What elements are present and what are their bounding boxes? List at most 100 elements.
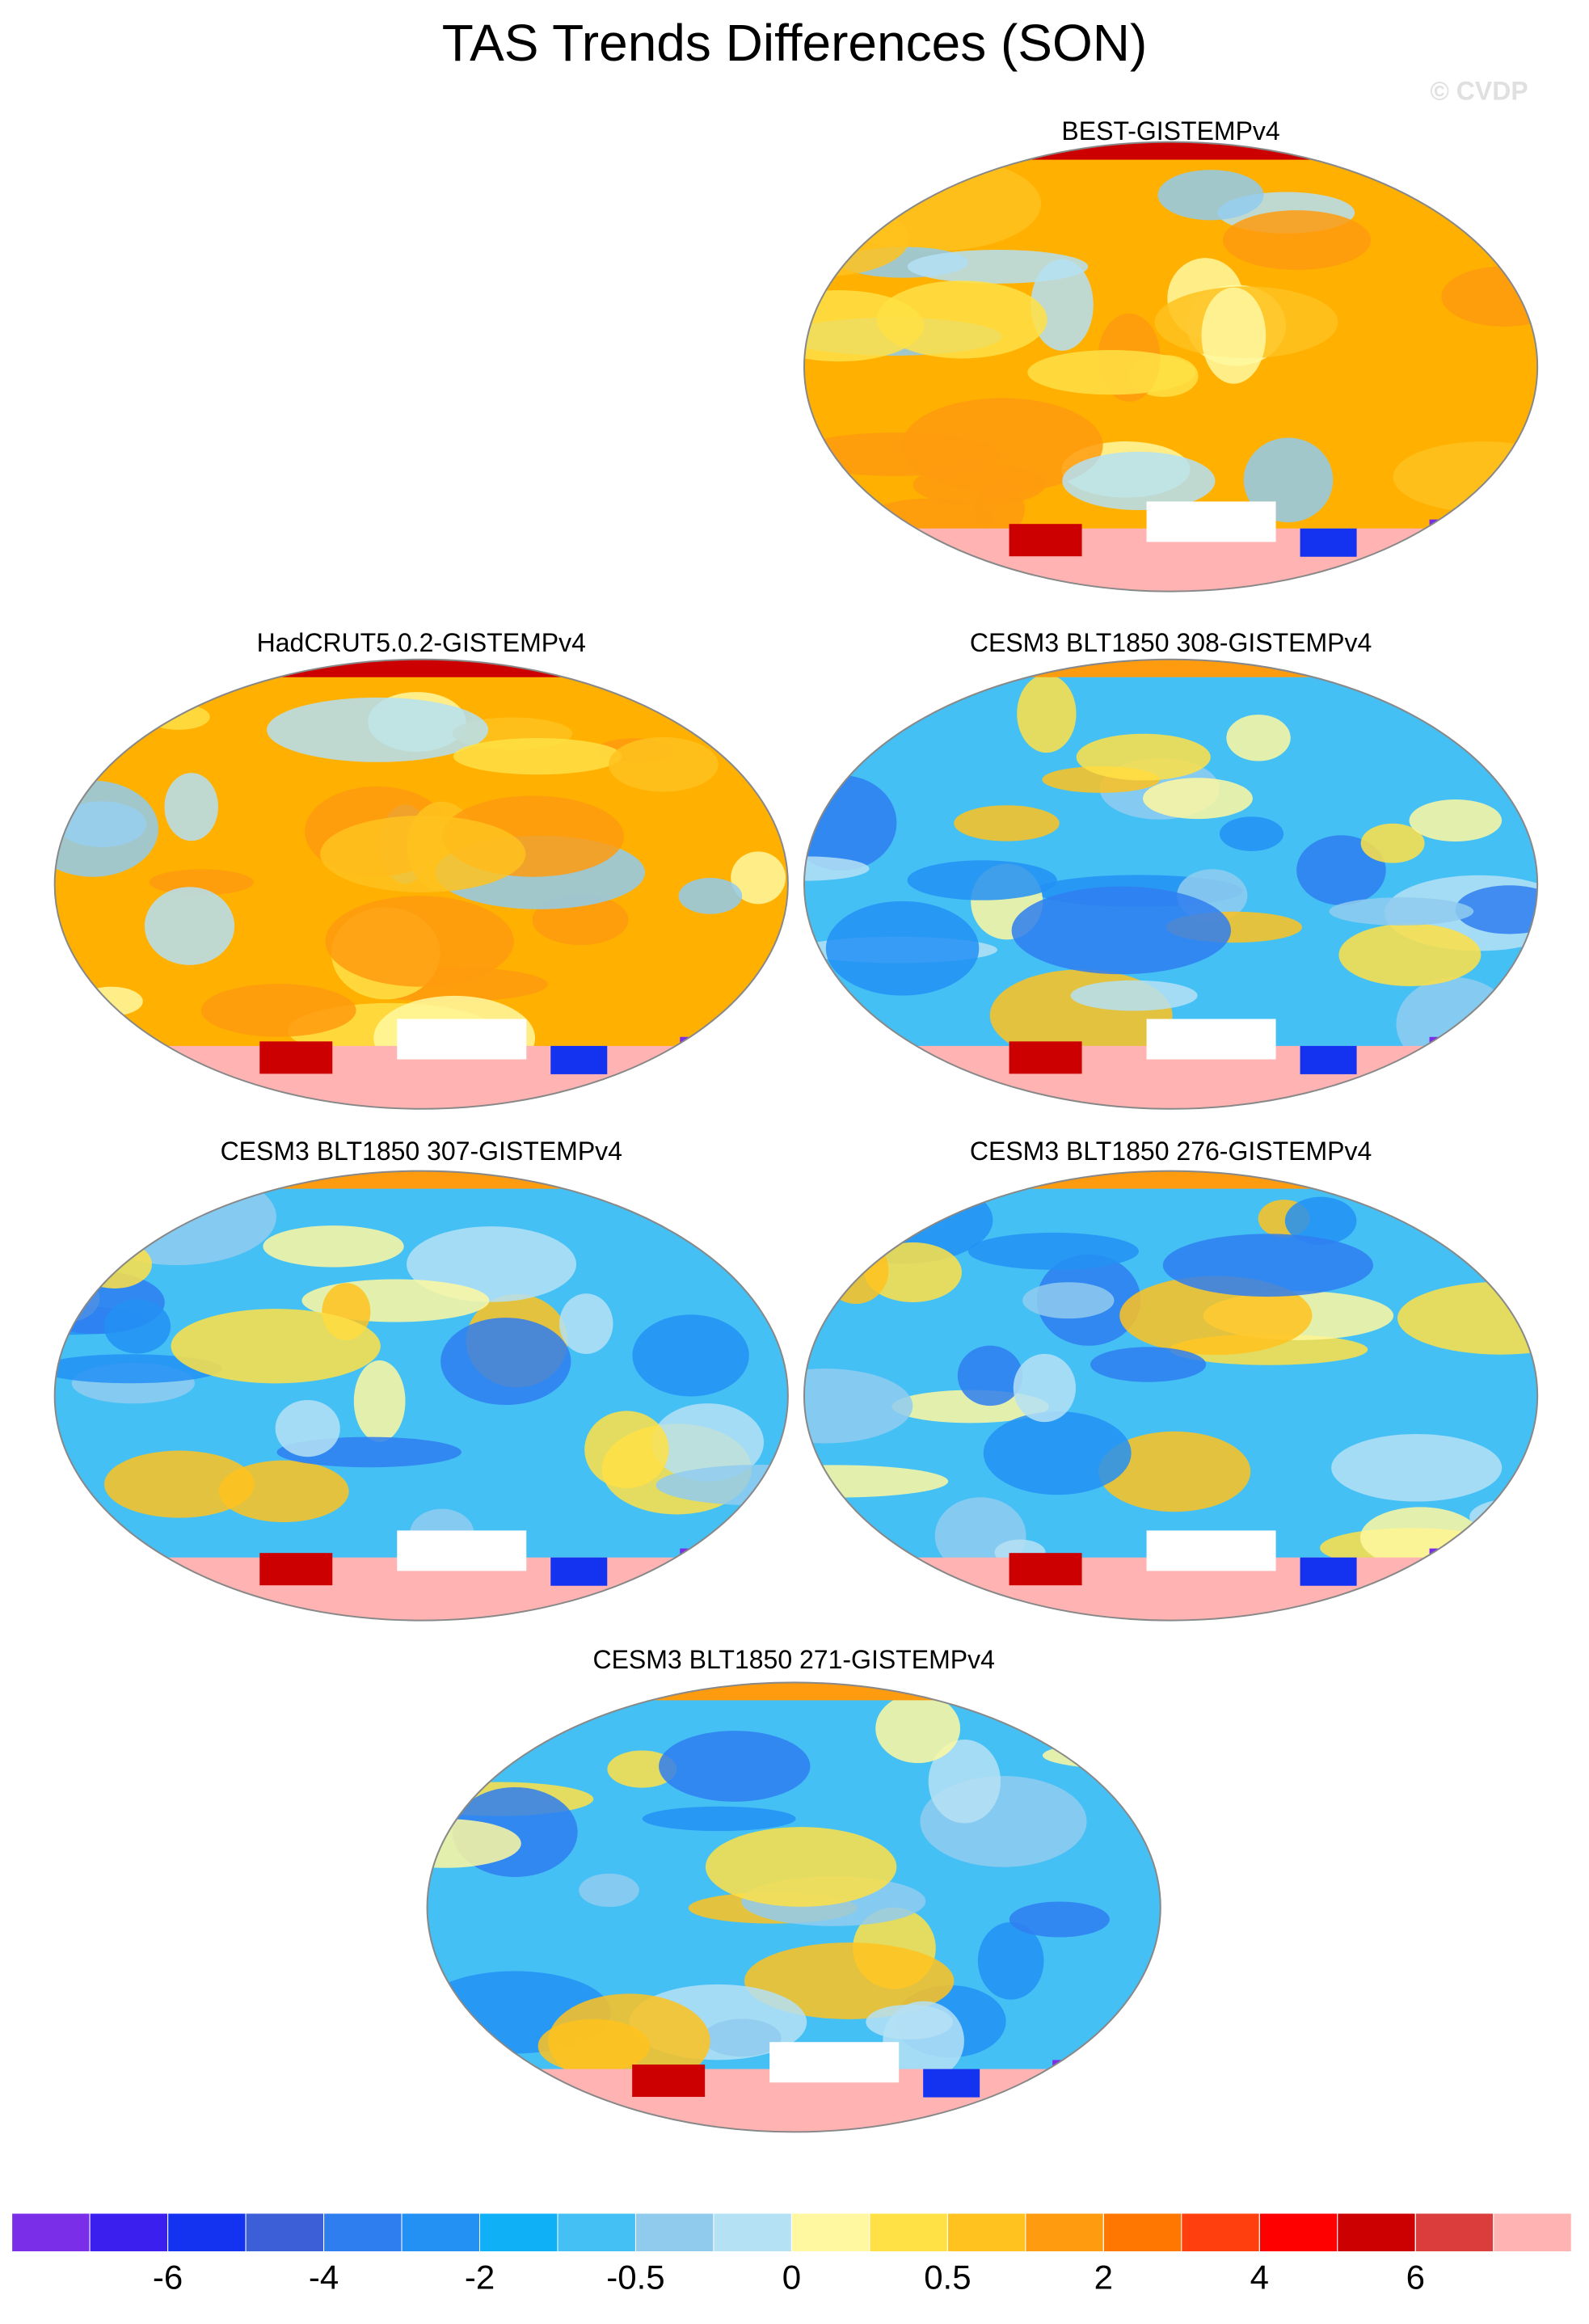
map-blob (607, 1750, 677, 1788)
map-blob (977, 1921, 1044, 2000)
map-blob (651, 1403, 765, 1482)
map-blob (803, 1369, 913, 1444)
map-blob (1009, 1901, 1110, 1938)
map-blob (907, 249, 1089, 284)
antarctic-patch (1300, 1557, 1357, 1586)
map-blob (883, 2001, 964, 2081)
map-blob (1011, 886, 1232, 975)
map-blob (1441, 266, 1538, 327)
colorbar-box (1337, 2212, 1416, 2253)
missing-data (1146, 501, 1276, 542)
colorbar-box (946, 2212, 1026, 2253)
antarctic-patch (680, 1036, 721, 1061)
map-blob (79, 986, 143, 1016)
map-blob (144, 887, 235, 965)
colorbar-box (401, 2212, 481, 2253)
arctic-band (803, 141, 1538, 160)
map-blob (1393, 441, 1538, 512)
antarctic-patch (680, 1548, 721, 1573)
map-blob (1360, 823, 1425, 863)
map-outline (426, 1681, 1161, 2133)
map-blob (1062, 451, 1216, 511)
map-blob (559, 1293, 613, 1354)
colorbar-box (1181, 2212, 1260, 2253)
map-blob (803, 775, 897, 871)
map-blob (171, 1309, 381, 1384)
map-blob (200, 984, 356, 1037)
panel-title: CESM3 BLT1850 307-GISTEMPv4 (221, 1137, 622, 1166)
map-blob (705, 1827, 897, 1907)
missing-data (397, 1019, 527, 1060)
map-outline (53, 1170, 789, 1622)
panel-title: HadCRUT5.0.2-GISTEMPv4 (257, 628, 586, 657)
map-blob (1201, 287, 1267, 384)
watermark: © CVDP (1430, 76, 1528, 105)
colorbar-box (713, 2212, 792, 2253)
colorbar-box (557, 2212, 636, 2253)
colorbar-box (89, 2212, 169, 2253)
map-blob (427, 1819, 521, 1868)
colorbar-box (1102, 2212, 1182, 2253)
map-blob (875, 1693, 961, 1764)
arctic-band (54, 659, 788, 677)
map-blob (731, 851, 786, 905)
map-blob (608, 736, 719, 792)
panel-title: BEST-GISTEMPv4 (1061, 116, 1279, 146)
map-blob (803, 1465, 949, 1498)
map (427, 1682, 1161, 2132)
antarctic-patch (1300, 1045, 1357, 1074)
antarctic-patch (259, 1553, 333, 1586)
colorbar-box (1414, 2212, 1494, 2253)
map-blob (579, 1873, 639, 1908)
missing-data (397, 1530, 527, 1571)
map-blob (1329, 897, 1474, 926)
map-blob (320, 816, 526, 892)
antarctic-patch (1429, 1036, 1470, 1061)
map-blob (803, 432, 1001, 476)
map-blob (1027, 350, 1196, 395)
colorbar-label: 0 (782, 2258, 801, 2296)
arctic-band (427, 1682, 1161, 1701)
map (54, 659, 788, 1109)
map-blob (1226, 715, 1291, 761)
map-blob (1095, 2044, 1161, 2073)
map-blob (146, 703, 210, 730)
map-blob (678, 878, 743, 914)
map-blob (823, 1236, 889, 1305)
map-outline (803, 141, 1539, 593)
colorbar-label: -0.5 (606, 2258, 664, 2296)
antarctic-patch (632, 2065, 706, 2098)
map (803, 141, 1538, 592)
map-blob (825, 156, 1042, 251)
map-blob (907, 860, 1057, 900)
map-blob (275, 1399, 340, 1457)
map-blob (103, 1450, 255, 1518)
missing-data (1146, 1530, 1276, 1571)
map-blob (453, 738, 622, 775)
antarctic-patch (1009, 1553, 1082, 1586)
colorbar-label: 6 (1406, 2258, 1425, 2296)
colorbar-box (790, 2212, 870, 2253)
map-blob (1157, 170, 1264, 221)
map-blob (957, 1345, 1023, 1407)
map-blob (632, 1314, 749, 1397)
map-blob (263, 1225, 404, 1267)
map-blob (954, 805, 1060, 841)
map-blob (928, 1740, 1001, 1824)
map-blob (1013, 1353, 1077, 1423)
panel-title: CESM3 BLT1850 308-GISTEMPv4 (970, 628, 1372, 657)
colorbar-box (869, 2212, 948, 2253)
map-blob (1331, 1433, 1503, 1502)
antarctic-patch (550, 1045, 608, 1074)
map-blob (164, 773, 218, 841)
map-blob (983, 1411, 1132, 1495)
map-blob (975, 483, 1025, 535)
panel-title: CESM3 BLT1850 271-GISTEMPv4 (592, 1645, 994, 1674)
map-blob (967, 1232, 1139, 1270)
map-blob (54, 780, 158, 877)
colorbar-box (1493, 2212, 1572, 2253)
map-blob (1469, 1498, 1538, 1536)
map-blob (1448, 1192, 1538, 1241)
map (803, 1170, 1538, 1621)
map-blob (78, 1170, 276, 1266)
